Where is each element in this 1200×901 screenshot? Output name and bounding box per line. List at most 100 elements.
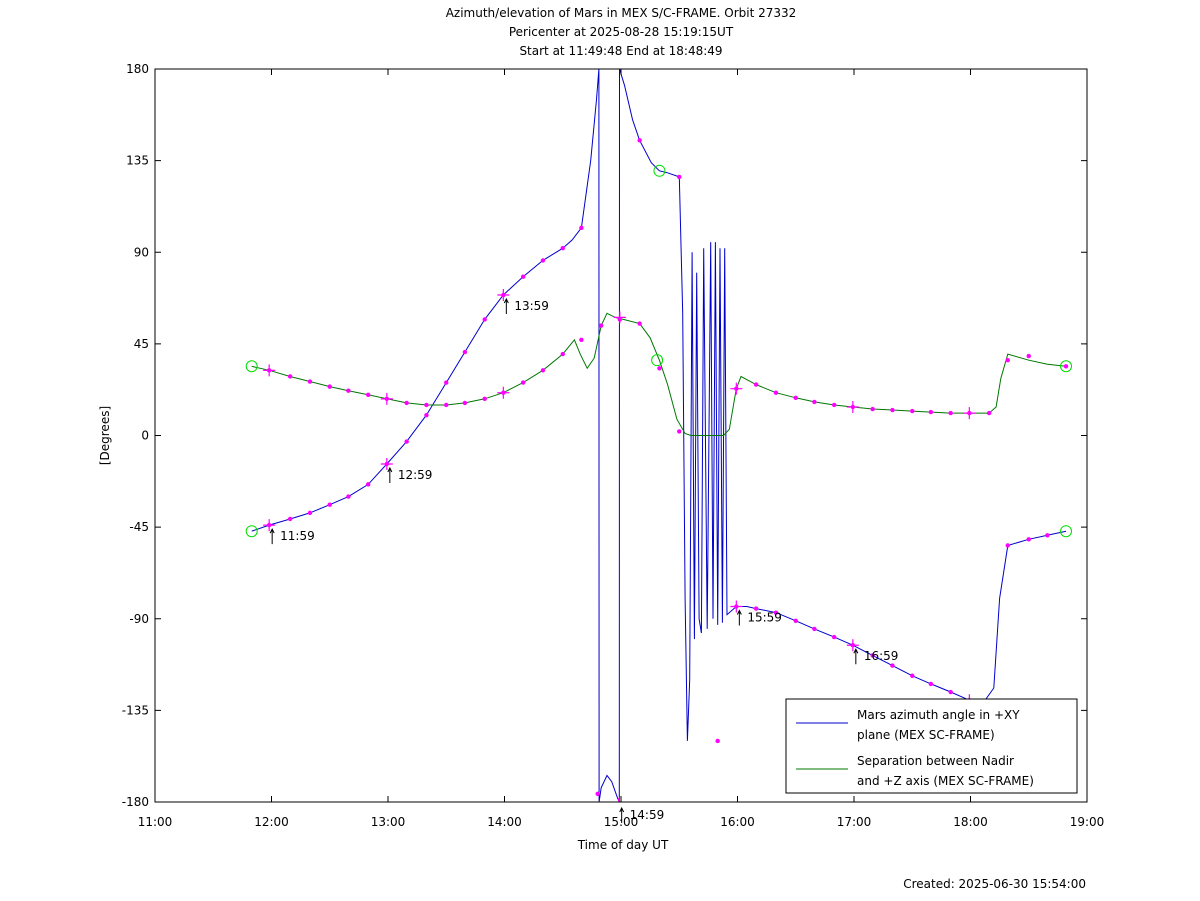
title-line: Pericenter at 2025-08-28 15:19:15UT [509, 25, 734, 39]
data-point [404, 400, 409, 406]
data-point [637, 321, 642, 326]
data-point [910, 673, 915, 678]
hour-marker [380, 392, 393, 405]
hour-marker [730, 600, 743, 613]
axes: 11:00 12:00 13:00 14:00 15:00 16:00 17:00 18:00… [98, 62, 1104, 852]
y-tick-label: 180 [126, 62, 149, 76]
data-point [870, 653, 875, 658]
endpoint-circle [651, 354, 664, 367]
hour-marker [846, 400, 859, 413]
hour-marker [497, 289, 510, 302]
data-point [870, 406, 875, 412]
hour-label-tick [269, 527, 275, 545]
data-point [793, 395, 798, 401]
endpoint-circle [1060, 525, 1073, 538]
data-point [910, 408, 915, 414]
x-tick-label: 19:00 [1070, 815, 1105, 829]
data-point [287, 374, 293, 379]
data-point [773, 390, 779, 395]
data-point [287, 516, 293, 522]
y-tick-label: -45 [129, 520, 149, 534]
created-timestamp: Created: 2025-06-30 15:54:00 [903, 877, 1086, 891]
data-point [346, 388, 351, 393]
legend-entry: Mars azimuth angle in +XY [857, 708, 1020, 722]
y-tick-label: 0 [141, 429, 149, 443]
data-point [598, 323, 604, 328]
data-point [365, 392, 371, 397]
endpoint-circle [1060, 360, 1073, 373]
hour-marker [497, 386, 510, 399]
data-point [948, 689, 953, 695]
series-line [251, 69, 1067, 802]
endpoint-circle [245, 525, 258, 538]
data-point [637, 138, 642, 143]
data-point [753, 606, 759, 611]
data-point [928, 681, 934, 687]
hour-marker [263, 519, 276, 532]
legend-entry: Separation between Nadir [857, 754, 1014, 768]
data-point [462, 400, 468, 406]
data-point [831, 634, 837, 640]
data-point [444, 402, 449, 408]
legend-entry: and +Z axis (MEX SC-FRAME) [857, 774, 1034, 788]
hour-label-tick [619, 806, 625, 824]
data-point [540, 368, 546, 373]
data-point [579, 337, 584, 343]
hour-marker [846, 639, 859, 652]
x-tick-label: 12:00 [254, 815, 289, 829]
hour-label: 14:59 [630, 808, 665, 822]
data-point [1026, 353, 1031, 359]
data-point [307, 510, 313, 516]
data-point [540, 258, 546, 263]
hour-label: 15:59 [747, 611, 782, 625]
data-point [928, 409, 934, 415]
hour-label: 11:59 [280, 529, 315, 543]
data-point [1026, 537, 1031, 542]
y-tick-label: 135 [126, 154, 149, 168]
y-tick-label: 90 [134, 245, 149, 259]
data-point [1045, 533, 1050, 538]
data-point [307, 379, 313, 384]
x-tick-label: 16:00 [720, 815, 755, 829]
data-point [520, 274, 526, 279]
data-point [715, 738, 720, 744]
hour-label: 13:59 [514, 299, 549, 313]
legend-entry: plane (MEX SC-FRAME) [857, 728, 995, 742]
y-tick-label: -135 [122, 703, 149, 717]
data-point [986, 410, 992, 416]
x-tick-label: 11:00 [138, 815, 173, 829]
data-point [890, 407, 895, 413]
data-point [1063, 364, 1069, 369]
data-point [462, 349, 468, 355]
y-tick-label: -90 [129, 612, 149, 626]
endpoint-circle [245, 360, 258, 373]
data-point [948, 410, 953, 416]
data-point [753, 382, 759, 387]
legend-box [785, 698, 1078, 794]
data-point [520, 380, 526, 385]
data-point [812, 399, 817, 405]
hour-label: 16:59 [864, 649, 899, 663]
data-point [404, 439, 409, 444]
data-point [482, 396, 487, 402]
data-point [424, 402, 429, 408]
data-point [560, 245, 565, 251]
data-point [482, 317, 487, 322]
hour-label-tick [853, 648, 859, 665]
data-point [890, 663, 895, 668]
data-point [677, 429, 682, 434]
data-point [831, 402, 837, 408]
x-tick-label: 17:00 [837, 815, 872, 829]
series-1 [245, 69, 1073, 802]
x-tick-label: 13:00 [371, 815, 406, 829]
data-point [773, 610, 779, 615]
hour-marker [613, 311, 626, 324]
data-point [812, 626, 817, 632]
hour-label-tick [387, 466, 393, 484]
series-2 [245, 311, 1073, 436]
hour-marker [380, 458, 393, 471]
hour-marker [618, 798, 620, 802]
y-tick-label: 45 [134, 337, 149, 351]
